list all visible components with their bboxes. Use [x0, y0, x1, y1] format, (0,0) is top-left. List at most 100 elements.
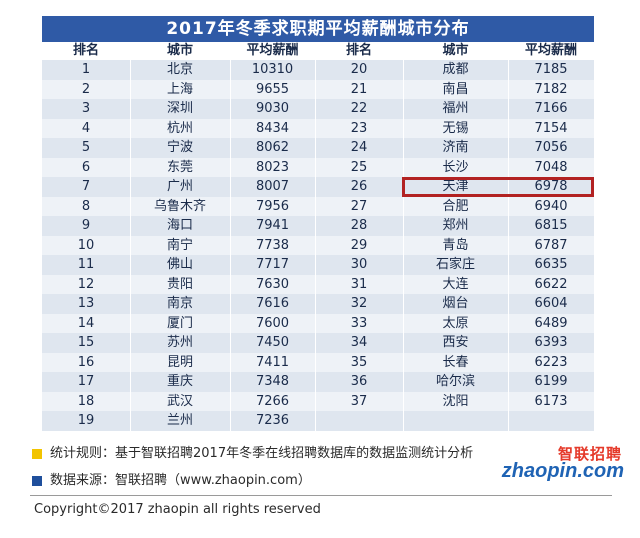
- table-row: 12 贵阳 7630 31 大连 6622: [42, 274, 594, 294]
- legend-source: 数据来源：智联招聘（www.zhaopin.com）: [32, 469, 311, 488]
- right-city-cell: 济南: [442, 140, 469, 155]
- right-rank-cell: 26: [350, 179, 368, 194]
- right-rank-cell: 34: [350, 335, 368, 350]
- table-row: 9 海口 7941 28 郑州 6815: [42, 216, 594, 236]
- column-divider: [130, 42, 131, 432]
- right-rank-cell: 32: [350, 296, 368, 311]
- header-rank-right: 排名: [345, 43, 372, 58]
- left-rank-cell: 5: [81, 140, 91, 155]
- right-salary-cell: 6489: [534, 315, 568, 331]
- left-city-cell: 南京: [166, 296, 193, 311]
- left-rank-cell: 13: [77, 296, 95, 311]
- right-salary-cell: 6635: [534, 257, 568, 272]
- legend-source-text: 数据来源：智联招聘（www.zhaopin.com）: [50, 473, 311, 488]
- right-city-cell: 长沙: [442, 159, 469, 175]
- left-rank-cell: 14: [77, 315, 95, 331]
- left-city-cell: 重庆: [166, 374, 193, 389]
- left-city-cell: 兰州: [166, 413, 193, 428]
- table-row: 6 东莞 8023 25 长沙 7048: [42, 157, 594, 177]
- logo-english-text: zhaopin.com: [501, 460, 624, 482]
- left-rank-cell: 8: [81, 198, 91, 214]
- left-salary-cell: 8007: [255, 179, 290, 194]
- table-row: 8 乌鲁木齐 7956 27 合肥 6940: [42, 196, 594, 216]
- right-salary-cell: 6173: [534, 393, 568, 409]
- left-city-cell: 昆明: [166, 354, 193, 370]
- left-salary-cell: 8023: [255, 159, 290, 175]
- left-city-cell: 苏州: [166, 335, 193, 350]
- left-salary-cell: 7630: [255, 276, 290, 292]
- right-salary-cell: 7048: [534, 159, 568, 175]
- zhaopin-logo: 智联招聘 zhaopin.com: [501, 443, 630, 485]
- left-rank-cell: 4: [81, 120, 91, 136]
- right-salary-cell: 6604: [534, 296, 568, 311]
- right-rank-cell: 20: [350, 62, 368, 77]
- right-city-cell: 长春: [442, 354, 469, 370]
- right-rank-cell: 28: [350, 218, 368, 233]
- right-city-cell: 大连: [442, 276, 469, 292]
- left-rank-cell: 3: [81, 101, 91, 116]
- right-rank-cell: 22: [350, 101, 368, 116]
- right-rank-cell: 29: [350, 237, 368, 253]
- right-salary-cell: 6393: [534, 335, 568, 350]
- right-rank-cell: 23: [350, 120, 368, 136]
- left-city-cell: 北京: [166, 62, 193, 77]
- right-rank-cell: 36: [350, 374, 368, 389]
- left-rank-cell: 9: [81, 218, 91, 233]
- table-row: 13 南京 7616 32 烟台 6604: [42, 294, 594, 314]
- right-rank-cell: 25: [350, 159, 368, 175]
- right-city-cell: 福州: [442, 101, 469, 116]
- left-city-cell: 广州: [166, 179, 193, 194]
- header-city-left: 城市: [166, 43, 193, 58]
- left-rank-cell: 17: [77, 374, 95, 389]
- left-rank-cell: 12: [77, 276, 95, 292]
- left-salary-cell: 7956: [255, 198, 290, 214]
- left-salary-cell: 9030: [255, 101, 290, 116]
- right-salary-cell: 6940: [534, 198, 568, 214]
- right-rank-cell: 31: [350, 276, 368, 292]
- left-salary-cell: 7941: [255, 218, 290, 233]
- left-city-cell: 乌鲁木齐: [153, 198, 206, 214]
- left-city-cell: 厦门: [166, 315, 193, 331]
- table-row: 18 武汉 7266 37 沈阳 6173: [42, 391, 594, 411]
- left-salary-cell: 7348: [255, 374, 290, 389]
- right-city-cell: 无锡: [442, 120, 469, 136]
- table-row: 10 南宁 7738 29 青岛 6787: [42, 235, 594, 255]
- left-salary-cell: 8062: [255, 140, 290, 155]
- right-salary-cell: 6815: [534, 218, 568, 233]
- right-salary-cell: 6978: [534, 179, 568, 194]
- left-rank-cell: 18: [77, 393, 95, 409]
- column-divider: [403, 42, 404, 432]
- right-city-cell: 郑州: [442, 218, 469, 233]
- left-city-cell: 上海: [166, 81, 193, 97]
- left-rank-cell: 7: [81, 179, 91, 194]
- left-salary-cell: 7616: [255, 296, 290, 311]
- left-city-cell: 海口: [166, 218, 193, 233]
- left-salary-cell: 7411: [255, 354, 290, 370]
- right-salary-cell: 6223: [534, 354, 568, 370]
- right-rank-cell: 21: [350, 81, 368, 97]
- left-salary-cell: 7738: [255, 237, 290, 253]
- table-row: 4 杭州 8434 23 无锡 7154: [42, 118, 594, 138]
- right-city-cell: 青岛: [442, 237, 469, 253]
- left-salary-cell: 7717: [255, 257, 290, 272]
- right-rank-cell: 35: [350, 354, 368, 370]
- left-city-cell: 佛山: [166, 257, 193, 272]
- copyright-text: Copyright©2017 zhaopin all rights reserv…: [34, 502, 321, 517]
- right-rank-cell: 33: [350, 315, 368, 331]
- right-city-cell: 天津: [442, 179, 469, 194]
- left-rank-cell: 2: [81, 81, 91, 97]
- right-city-cell: [403, 411, 508, 431]
- footer-divider: [30, 495, 612, 496]
- left-salary-cell: 7266: [255, 393, 290, 409]
- table-row: 5 宁波 8062 24 济南 7056: [42, 138, 594, 158]
- legend-rule: 统计规则：基于智联招聘2017年冬季在线招聘数据库的数据监测统计分析: [32, 442, 473, 461]
- right-salary-cell: 7185: [534, 62, 568, 77]
- right-city-cell: 南昌: [442, 81, 469, 97]
- left-city-cell: 南宁: [166, 237, 193, 253]
- left-city-cell: 贵阳: [166, 276, 193, 292]
- right-city-cell: 太原: [442, 315, 469, 331]
- left-rank-cell: 19: [77, 413, 95, 428]
- table-row: 15 苏州 7450 34 西安 6393: [42, 333, 594, 353]
- left-rank-cell: 1: [81, 62, 91, 77]
- right-city-cell: 烟台: [442, 296, 469, 311]
